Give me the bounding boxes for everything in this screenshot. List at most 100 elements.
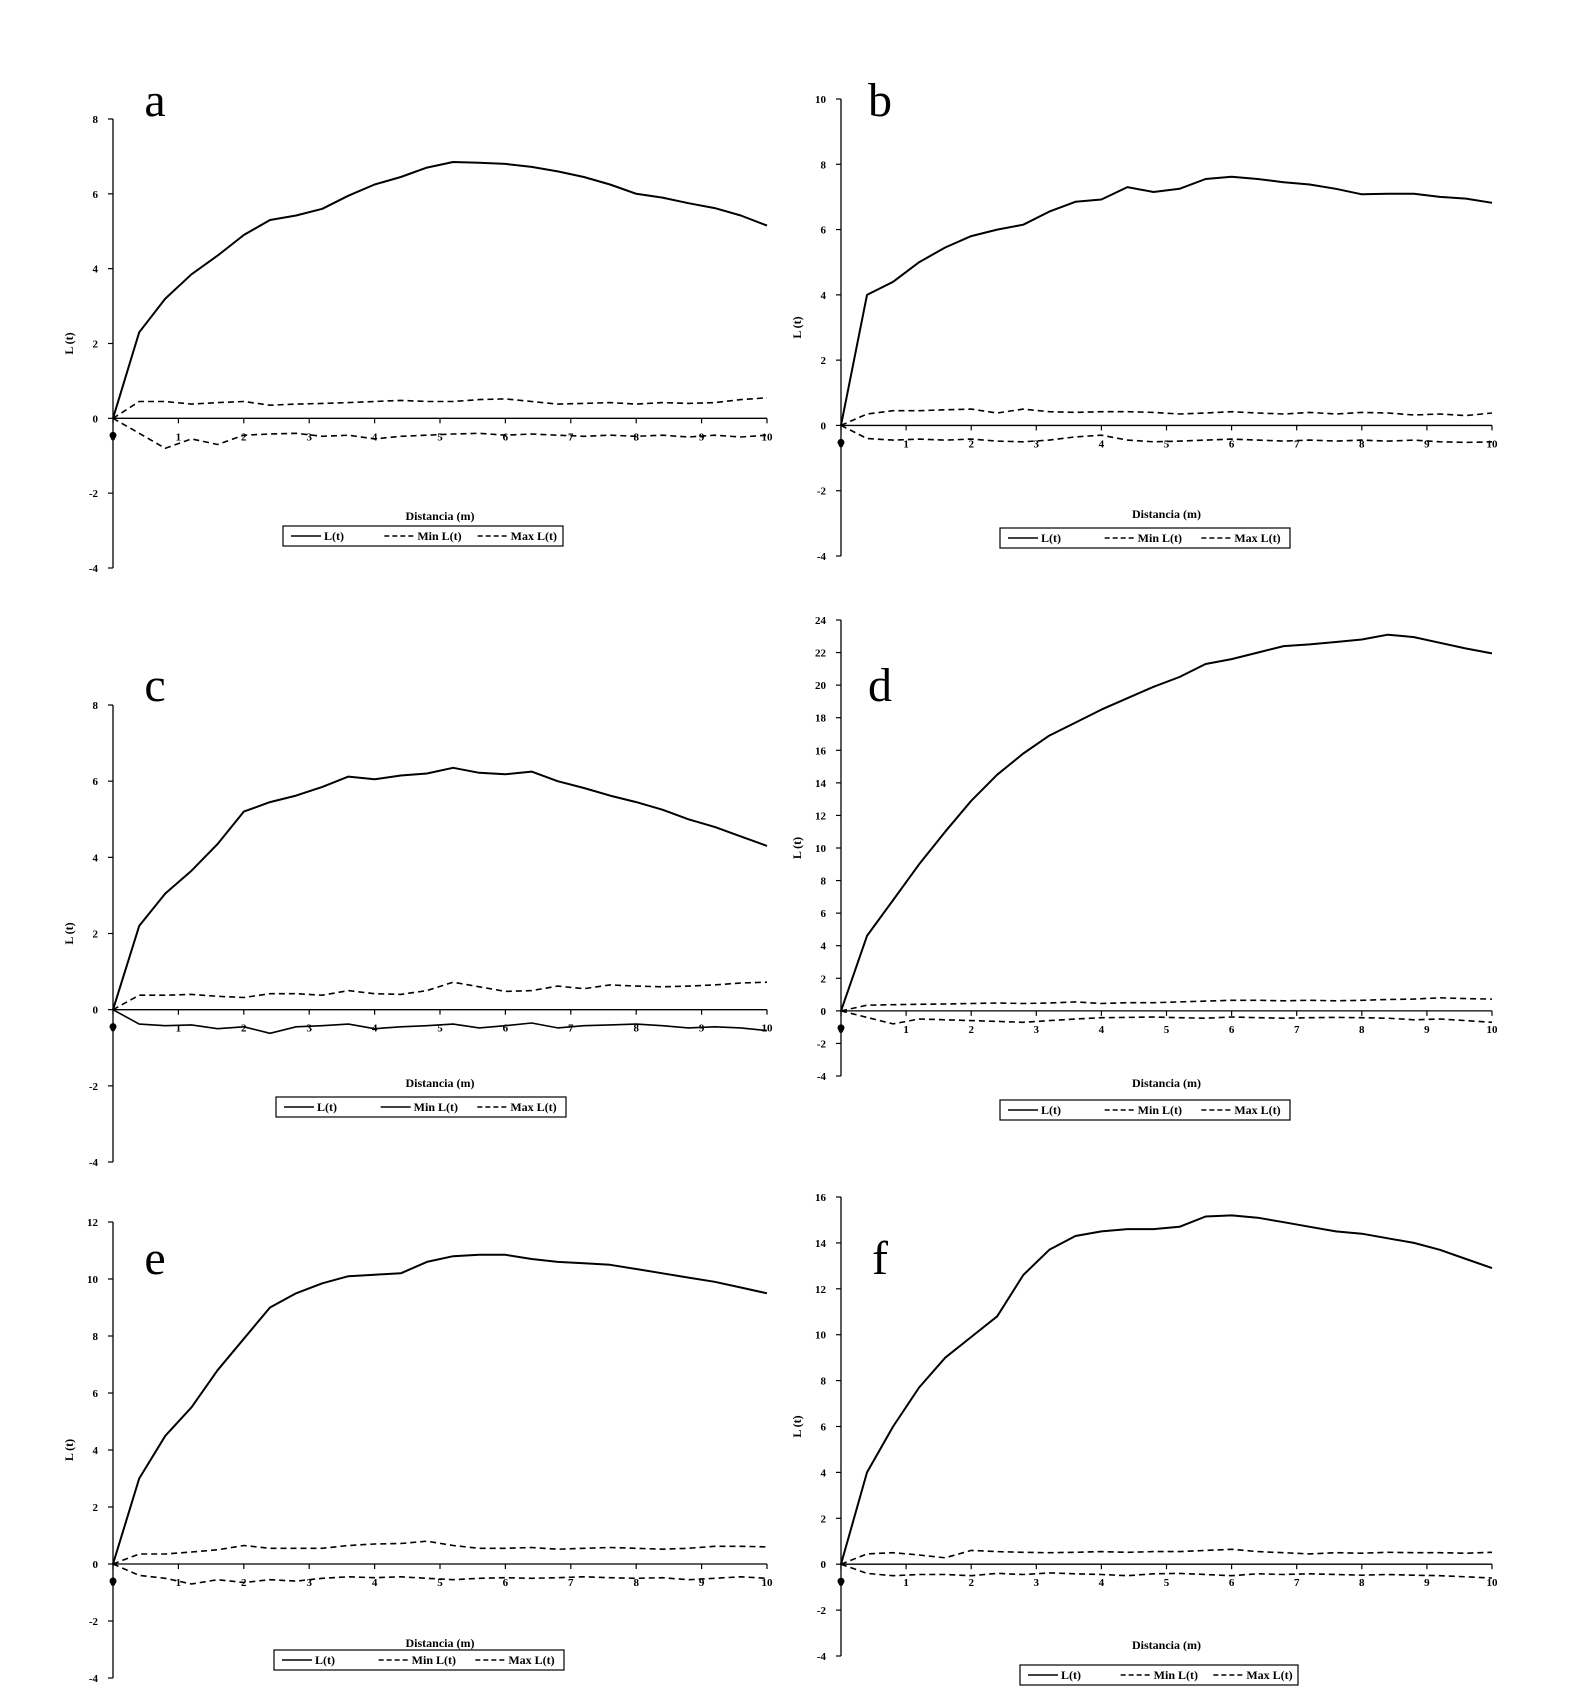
y-tick-label: -2 — [817, 1605, 827, 1617]
y-tick-label: -2 — [817, 1038, 827, 1050]
y-tick-label: 8 — [821, 159, 827, 171]
x-tick-label: 3 — [306, 1023, 312, 1035]
x-tick-label: 9 — [699, 431, 705, 443]
series-line-min-lt — [840, 1010, 1493, 1025]
y-tick-label: 0 — [93, 413, 99, 425]
x-tick-label: 1 — [176, 1577, 182, 1589]
series-line-lt — [840, 633, 1493, 1012]
y-tick-label: -2 — [89, 1616, 99, 1628]
x-tick-label: 7 — [568, 1577, 574, 1589]
legend-label: Min L(t) — [1138, 1103, 1182, 1117]
x-tick-label: 10 — [762, 431, 774, 443]
legend-label: Max L(t) — [510, 1100, 556, 1114]
x-tick-label: 7 — [1294, 1024, 1300, 1036]
x-tick-label: 2 — [241, 1023, 247, 1035]
series-line-max-lt — [840, 996, 1493, 1012]
x-tick-label: 3 — [1034, 438, 1040, 450]
x-tick-label: 6 — [503, 1023, 509, 1035]
y-tick-label: 8 — [93, 114, 99, 126]
y-axis-title: L (t) — [62, 922, 76, 944]
legend-label: Min L(t) — [414, 1100, 458, 1114]
y-tick-label: -4 — [817, 551, 827, 563]
legend: L(t) Min L(t) Max L(t) — [999, 1099, 1291, 1121]
y-tick-label: 24 — [815, 615, 827, 627]
chart-panel-f: f-4-20246810121416012345678910Distancia … — [790, 1192, 1499, 1686]
panel-letter: f — [872, 1232, 888, 1285]
y-tick-label: 6 — [93, 776, 99, 788]
chart-panel-d: d-4-2024681012141618202224012345678910Di… — [790, 615, 1498, 1121]
y-tick-label: 12 — [815, 1284, 827, 1296]
y-tick-label: -4 — [817, 1651, 827, 1663]
y-tick-label: -2 — [817, 486, 827, 498]
legend-label: Max L(t) — [508, 1653, 554, 1667]
y-tick-label: 0 — [821, 420, 827, 432]
y-tick-label: 4 — [821, 290, 827, 302]
x-tick-label: 6 — [503, 1577, 509, 1589]
x-tick-label: 6 — [503, 431, 509, 443]
y-tick-label: 16 — [815, 1192, 827, 1204]
y-tick-label: 0 — [93, 1005, 99, 1017]
x-tick-label: 8 — [1359, 1577, 1365, 1589]
legend-label: L(t) — [1061, 1668, 1081, 1682]
x-tick-label: 1 — [176, 431, 182, 443]
y-tick-label: 14 — [815, 1238, 827, 1250]
legend-box — [282, 525, 564, 547]
legend-label: L(t) — [324, 529, 344, 543]
y-tick-label: -4 — [817, 1071, 827, 1083]
x-tick-label: 2 — [241, 431, 247, 443]
x-axis-title: Distancia (m) — [1132, 507, 1201, 521]
x-tick-label: 2 — [968, 1577, 974, 1589]
legend-box — [999, 527, 1291, 549]
y-tick-label: 10 — [815, 843, 827, 855]
legend-label: L(t) — [1041, 1103, 1061, 1117]
y-tick-label: 12 — [815, 810, 827, 822]
x-tick-label: 9 — [1424, 1577, 1430, 1589]
origin-marker — [837, 438, 845, 446]
y-tick-label: 16 — [815, 745, 827, 757]
panel-letter: b — [868, 74, 892, 127]
y-tick-label: 8 — [93, 700, 99, 712]
legend-label: Max L(t) — [1234, 1103, 1280, 1117]
x-tick-label: 10 — [1487, 1577, 1499, 1589]
x-tick-label: 8 — [633, 1023, 639, 1035]
series-line-lt — [112, 766, 768, 1010]
x-tick-label: 1 — [903, 438, 909, 450]
y-tick-label: 10 — [815, 94, 827, 106]
x-tick-label: 5 — [437, 1023, 443, 1035]
x-tick-label: 8 — [633, 431, 639, 443]
x-tick-label: 5 — [1164, 438, 1170, 450]
y-axis-title: L (t) — [790, 316, 804, 338]
y-tick-label: -4 — [89, 1157, 99, 1169]
legend-label: L(t) — [317, 1100, 337, 1114]
y-tick-label: 2 — [821, 1513, 827, 1525]
y-tick-label: -2 — [89, 1081, 99, 1093]
x-tick-label: 10 — [762, 1023, 774, 1035]
panel-letter: d — [868, 659, 892, 712]
legend-box — [999, 1099, 1291, 1121]
y-tick-label: 14 — [815, 778, 827, 790]
y-axis-title: L (t) — [790, 1415, 804, 1437]
y-axis-title: L (t) — [62, 332, 76, 354]
x-axis-title: Distancia (m) — [1132, 1076, 1201, 1090]
x-axis-title: Distancia (m) — [406, 1076, 475, 1090]
x-tick-label: 7 — [568, 431, 574, 443]
series-line-max-lt — [112, 981, 768, 1011]
x-axis-title: Distancia (m) — [406, 509, 475, 523]
y-tick-label: 0 — [821, 1006, 827, 1018]
y-tick-label: 18 — [815, 713, 827, 725]
x-tick-label: 4 — [1099, 1577, 1105, 1589]
x-tick-label: 2 — [968, 438, 974, 450]
legend-label: Max L(t) — [1234, 531, 1280, 545]
y-tick-label: 4 — [821, 941, 827, 953]
y-tick-label: 0 — [93, 1559, 99, 1571]
y-tick-label: 6 — [93, 189, 99, 201]
legend-label: Min L(t) — [412, 1653, 456, 1667]
x-tick-label: 4 — [372, 431, 378, 443]
series-line-min-lt — [112, 1008, 768, 1035]
x-tick-label: 8 — [633, 1577, 639, 1589]
legend: L(t) Min L(t) Max L(t) — [273, 1649, 565, 1671]
x-tick-label: 6 — [1229, 1577, 1235, 1589]
series-line-max-lt — [840, 408, 1493, 427]
series-line-min-lt — [840, 424, 1493, 444]
panel-letter: a — [144, 74, 165, 127]
